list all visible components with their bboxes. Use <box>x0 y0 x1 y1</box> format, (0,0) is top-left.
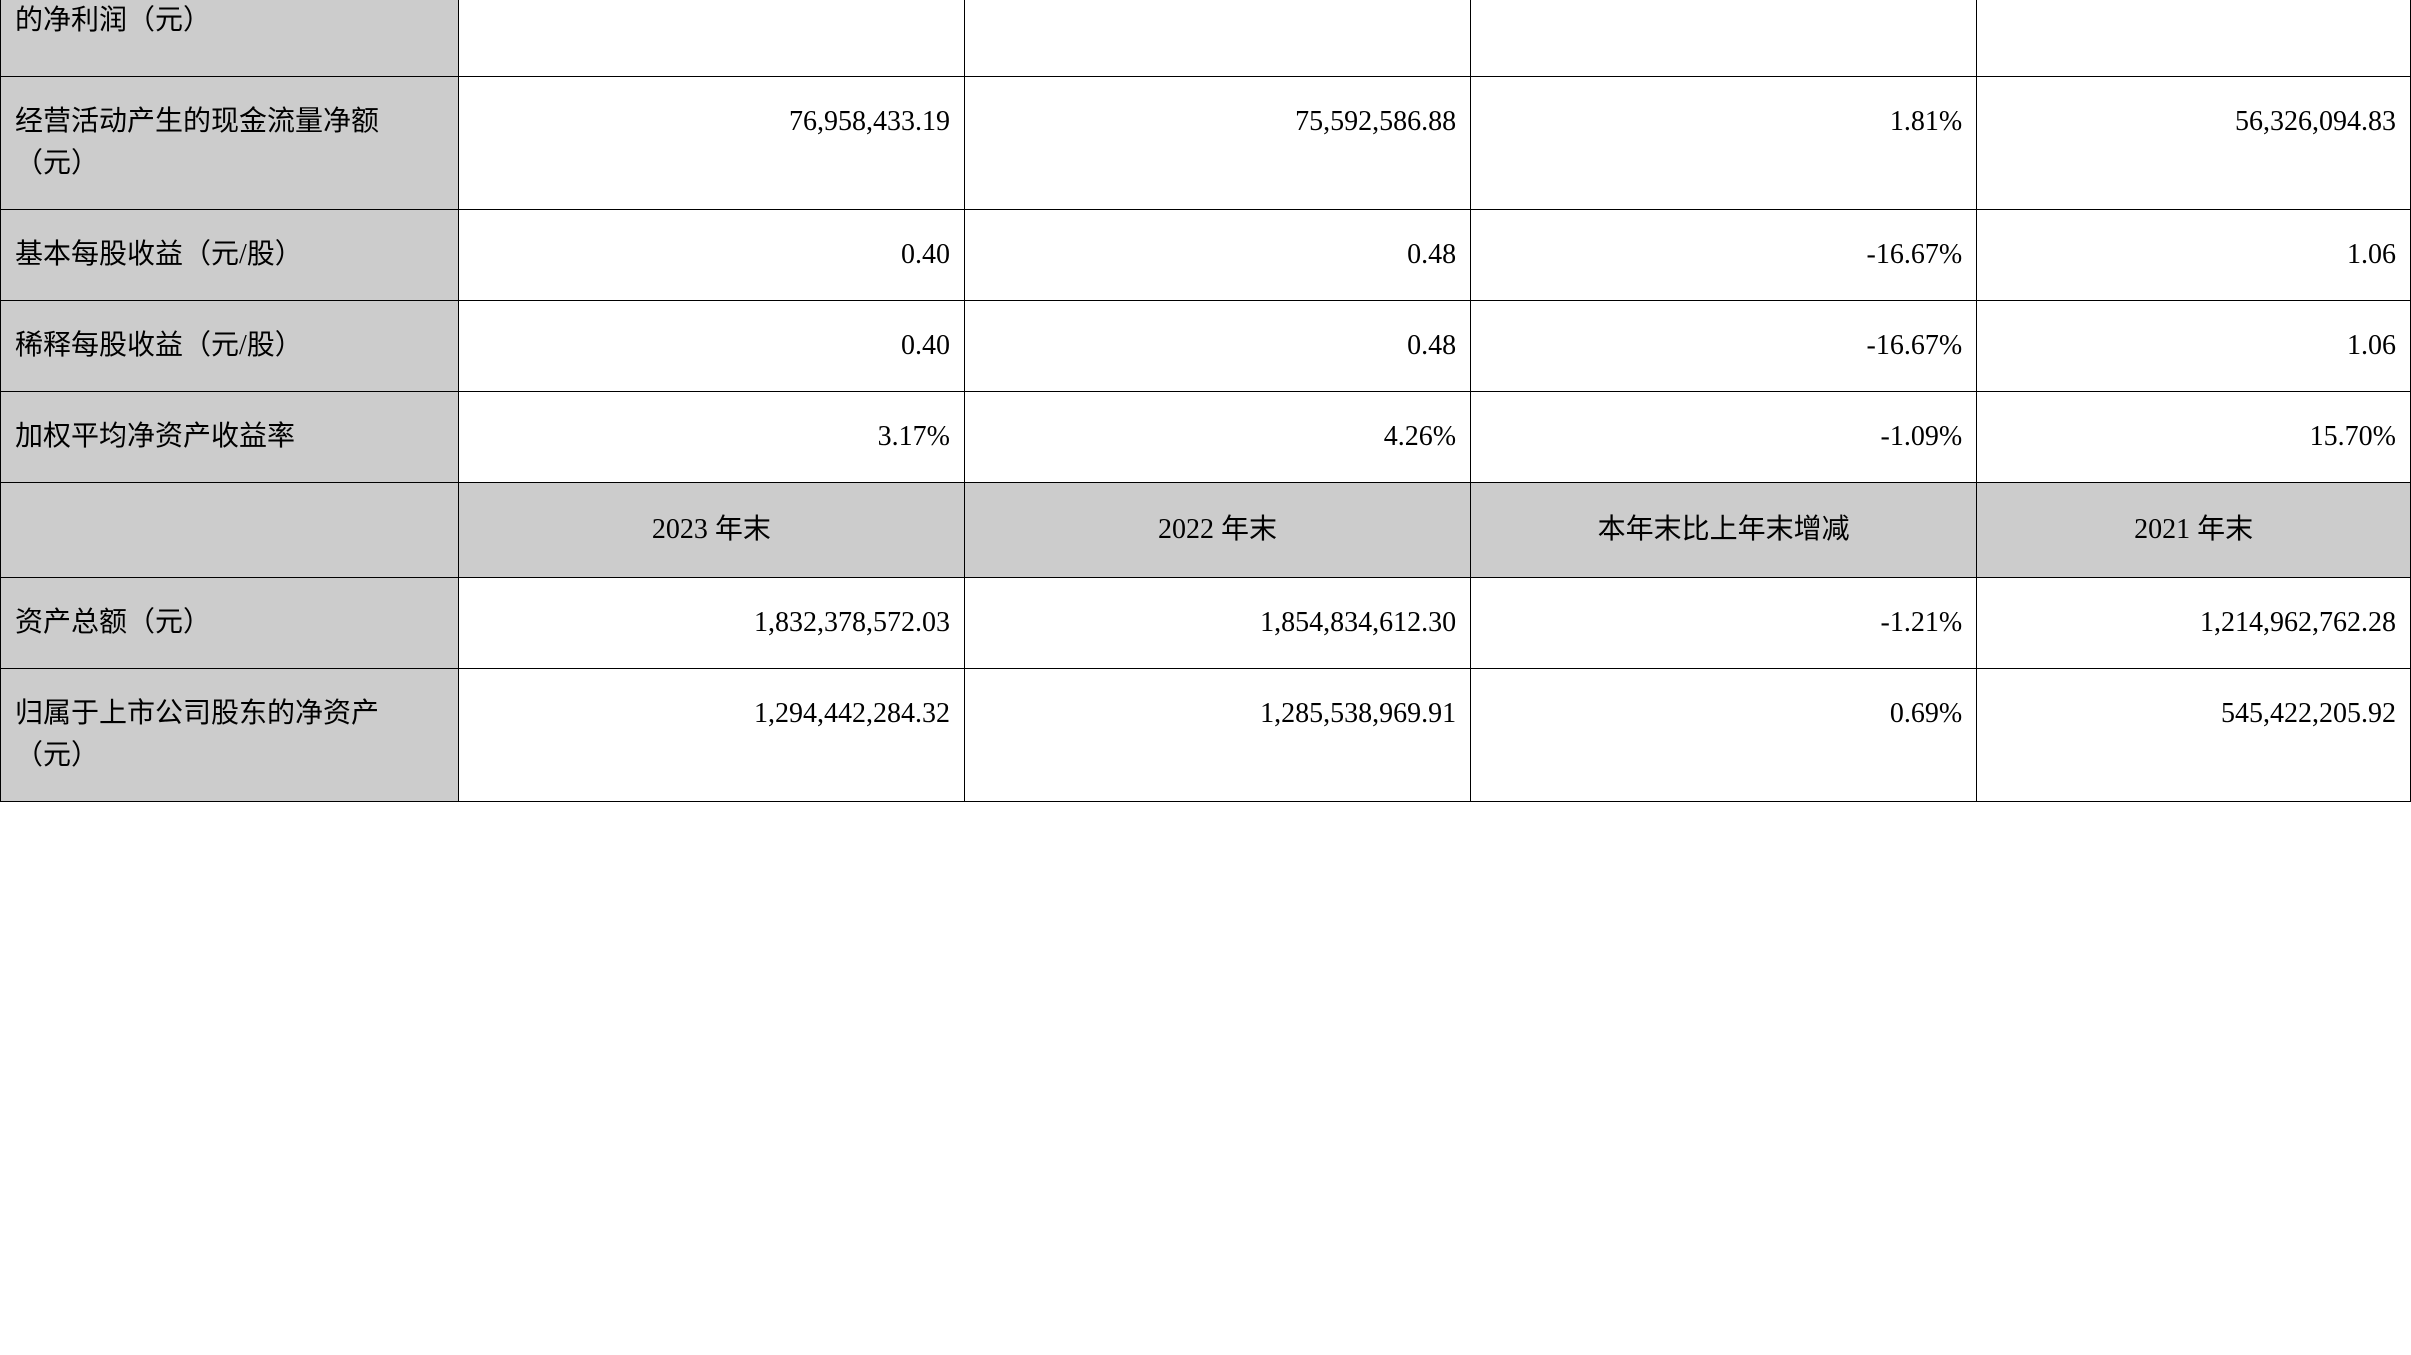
cell-value: 1.06 <box>1977 301 2411 392</box>
table-row: 资产总额（元） 1,832,378,572.03 1,854,834,612.3… <box>1 578 2411 669</box>
column-header: 2022 年末 <box>964 483 1470 578</box>
row-label: 加权平均净资产收益率 <box>1 392 459 483</box>
table-row: 归属于上市公司股东的净资产（元） 1,294,442,284.32 1,285,… <box>1 669 2411 802</box>
table-row: 经营活动产生的现金流量净额（元） 76,958,433.19 75,592,58… <box>1 77 2411 210</box>
cell-value: 0.69% <box>1471 669 1977 802</box>
column-header: 2023 年末 <box>458 483 964 578</box>
cell-value: 76,958,433.19 <box>458 77 964 210</box>
cell-value: 0.48 <box>964 301 1470 392</box>
cell-value: 15.70% <box>1977 392 2411 483</box>
table-header-row: 2023 年末 2022 年末 本年末比上年末增减 2021 年末 <box>1 483 2411 578</box>
cell-value <box>458 0 964 77</box>
cell-value: 1,854,834,612.30 <box>964 578 1470 669</box>
cell-value: 0.40 <box>458 210 964 301</box>
row-label: 归属于上市公司股东的净资产（元） <box>1 669 459 802</box>
cell-value <box>1977 0 2411 77</box>
cell-value: -16.67% <box>1471 301 1977 392</box>
cell-value <box>964 0 1470 77</box>
cell-value: 75,592,586.88 <box>964 77 1470 210</box>
cell-value: 4.26% <box>964 392 1470 483</box>
cell-value: 1,832,378,572.03 <box>458 578 964 669</box>
cell-value: 1,214,962,762.28 <box>1977 578 2411 669</box>
row-label: 资产总额（元） <box>1 578 459 669</box>
row-label: 稀释每股收益（元/股） <box>1 301 459 392</box>
table-row: 加权平均净资产收益率 3.17% 4.26% -1.09% 15.70% <box>1 392 2411 483</box>
header-label <box>1 483 459 578</box>
row-label: 的净利润（元） <box>1 0 459 77</box>
cell-value: 3.17% <box>458 392 964 483</box>
row-label: 基本每股收益（元/股） <box>1 210 459 301</box>
cell-value: 1.81% <box>1471 77 1977 210</box>
cell-value: 1.06 <box>1977 210 2411 301</box>
table-row: 的净利润（元） <box>1 0 2411 77</box>
cell-value: 545,422,205.92 <box>1977 669 2411 802</box>
cell-value: 56,326,094.83 <box>1977 77 2411 210</box>
column-header: 本年末比上年末增减 <box>1471 483 1977 578</box>
cell-value: 0.48 <box>964 210 1470 301</box>
cell-value <box>1471 0 1977 77</box>
cell-value: -1.21% <box>1471 578 1977 669</box>
financial-summary-table: 的净利润（元） 经营活动产生的现金流量净额（元） 76,958,433.19 7… <box>0 0 2411 802</box>
row-label: 经营活动产生的现金流量净额（元） <box>1 77 459 210</box>
table-row: 稀释每股收益（元/股） 0.40 0.48 -16.67% 1.06 <box>1 301 2411 392</box>
cell-value: -16.67% <box>1471 210 1977 301</box>
cell-value: -1.09% <box>1471 392 1977 483</box>
cell-value: 0.40 <box>458 301 964 392</box>
column-header: 2021 年末 <box>1977 483 2411 578</box>
table-row: 基本每股收益（元/股） 0.40 0.48 -16.67% 1.06 <box>1 210 2411 301</box>
cell-value: 1,294,442,284.32 <box>458 669 964 802</box>
cell-value: 1,285,538,969.91 <box>964 669 1470 802</box>
